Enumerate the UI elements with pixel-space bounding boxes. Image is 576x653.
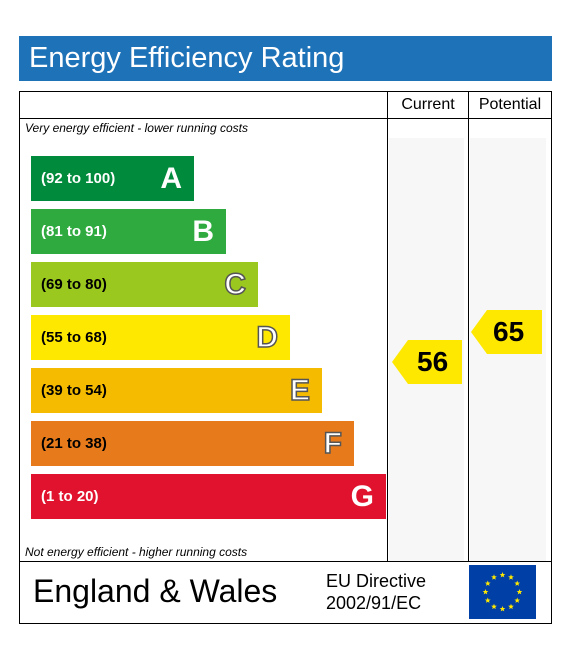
eu-flag-icon — [469, 565, 536, 619]
band-c-letter: C — [224, 267, 247, 302]
eu-star-icon — [514, 597, 521, 603]
current-rating-value: 56 — [417, 346, 449, 377]
header-divider — [20, 118, 551, 119]
band-f-letter: F — [323, 426, 343, 461]
potential-rating-arrow: 65 — [471, 310, 542, 354]
potential-header: Potential — [478, 96, 542, 113]
directive-label: EU Directive 2002/91/EC — [326, 570, 426, 614]
band-d-range: (55 to 68) — [41, 329, 107, 346]
eu-star-icon — [499, 606, 506, 612]
band-d: (55 to 68) D — [31, 315, 290, 360]
divider-potential — [468, 92, 469, 562]
eu-star-icon — [491, 574, 497, 580]
potential-arrow-shape — [471, 310, 542, 354]
current-header: Current — [401, 96, 455, 113]
divider-current — [387, 92, 388, 562]
band-d-letter: D — [256, 320, 279, 355]
directive-line-1: EU Directive — [326, 571, 427, 591]
eu-star-icon — [484, 597, 491, 603]
eu-star-icon — [482, 589, 489, 595]
rating-table: Current Potential Very energy efficient … — [19, 91, 552, 624]
band-e-letter: E — [289, 373, 311, 408]
band-e: (39 to 54) E — [31, 368, 322, 413]
band-c: (69 to 80) C — [31, 262, 258, 307]
band-a-range: (92 to 100) — [41, 170, 116, 187]
page-title: Energy Efficiency Rating — [19, 36, 552, 81]
band-b-range: (81 to 91) — [41, 223, 107, 240]
footer-divider — [20, 561, 551, 562]
band-g: (1 to 20) G — [31, 474, 386, 519]
band-b-letter: B — [192, 215, 214, 248]
eu-star-icon — [508, 603, 514, 610]
current-rating-arrow: 56 — [392, 340, 462, 384]
band-c-range: (69 to 80) — [41, 276, 107, 293]
eu-star-icon — [484, 580, 491, 586]
eu-star-icon — [508, 574, 514, 580]
country-label: England & Wales — [33, 573, 278, 609]
band-f-range: (21 to 38) — [41, 435, 107, 452]
top-note: Very energy efficient - lower running co… — [25, 121, 248, 135]
band-a: (92 to 100) A — [31, 156, 194, 201]
band-a-letter: A — [160, 162, 182, 195]
eu-star-icon — [491, 603, 497, 610]
directive-line-2: 2002/91/EC — [326, 593, 422, 613]
band-b: (81 to 91) B — [31, 209, 226, 254]
eu-star-icon — [499, 572, 506, 578]
band-f: (21 to 38) F — [31, 421, 354, 466]
bottom-note: Not energy efficient - higher running co… — [25, 545, 248, 559]
eu-star-icon — [514, 580, 521, 586]
eu-star-icon — [516, 589, 523, 595]
band-e-range: (39 to 54) — [41, 382, 107, 399]
band-g-letter: G — [350, 480, 374, 513]
band-g-range: (1 to 20) — [41, 488, 99, 505]
current-arrow-shape — [392, 340, 462, 384]
potential-rating-value: 65 — [493, 316, 525, 347]
